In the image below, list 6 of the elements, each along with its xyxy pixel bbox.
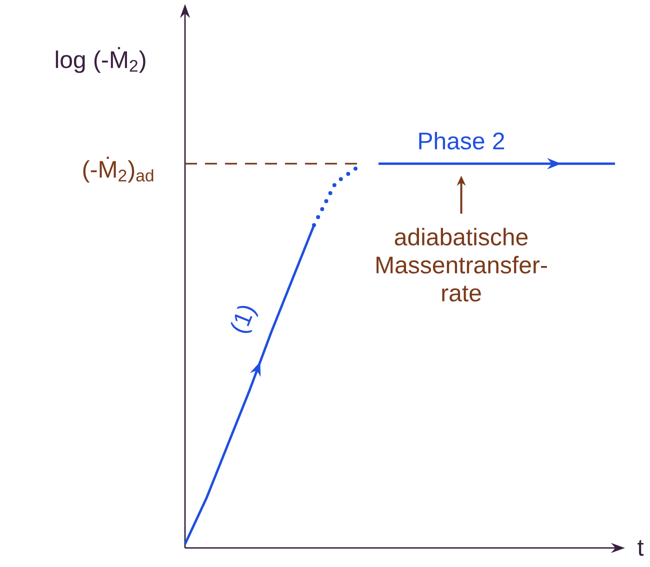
series-label: Phase 2 [419,132,504,150]
y-axis-title: log (-Ṁ$_{2}$) [56,47,146,73]
ref-line-label: (-Ṁ$_{2}$)$_{ad}$ [83,156,154,183]
text: (1) [230,306,258,333]
x-axis-title: t [638,540,644,556]
annotation: adiabatische Massentransfer-rate [376,228,547,302]
